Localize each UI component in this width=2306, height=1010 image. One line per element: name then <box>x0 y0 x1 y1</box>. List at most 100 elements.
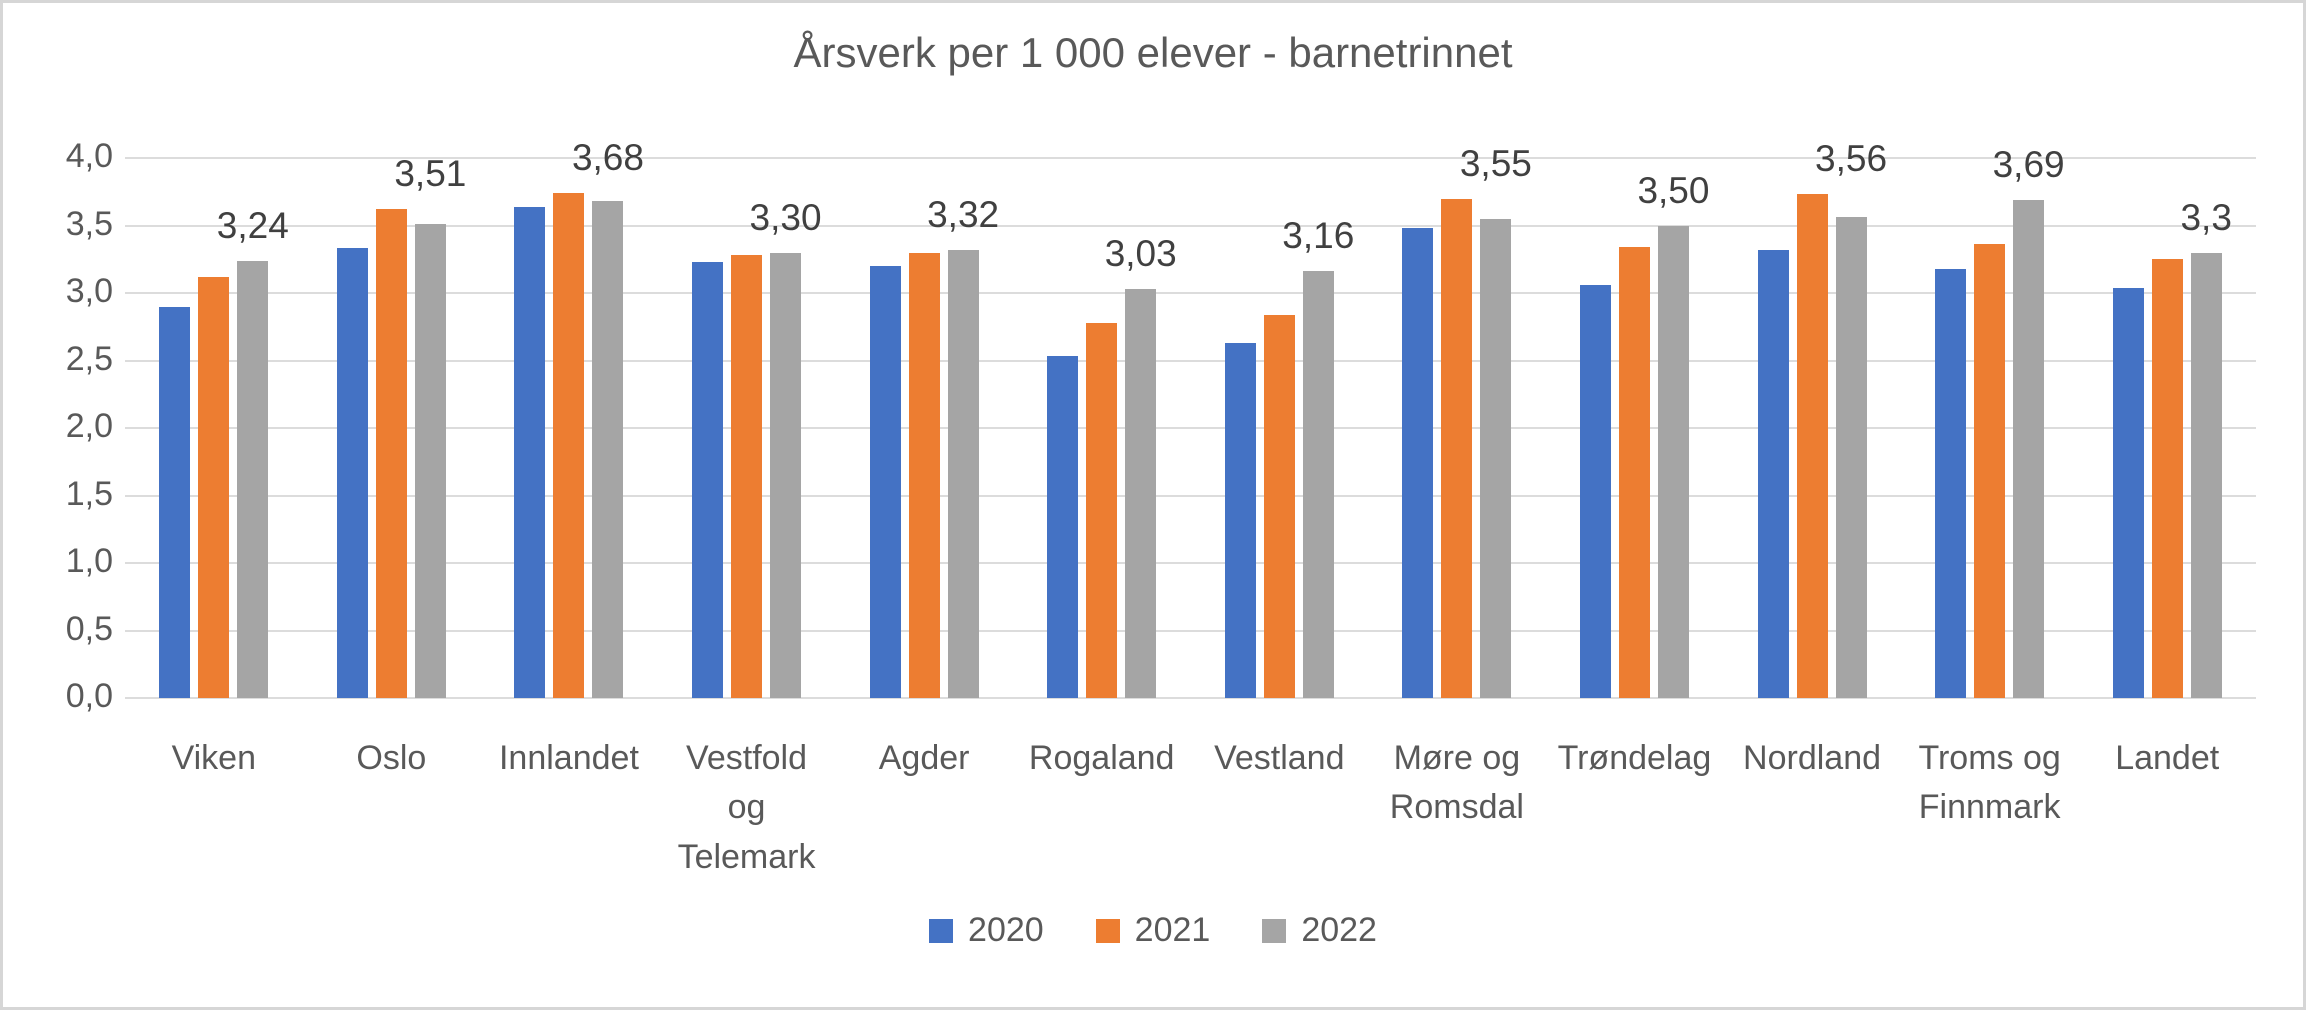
legend-item-2022: 2022 <box>1262 911 1377 950</box>
bar-2022-group9 <box>1657 225 1689 698</box>
bar-2020-group2 <box>336 248 368 698</box>
bar-2020-group11 <box>1935 268 1967 698</box>
bar-2020-group8 <box>1402 228 1434 698</box>
bar-2020-group3 <box>514 206 546 698</box>
x-axis-label-5: Agder <box>878 739 970 777</box>
gridline-1,5 <box>125 494 2256 497</box>
bar-2021-group3 <box>553 193 585 698</box>
data-label-2022-group9: 3,50 <box>1637 169 1710 211</box>
bar-2021-group6 <box>1086 322 1118 698</box>
data-label-2022-group7: 3,16 <box>1282 215 1355 257</box>
bar-2021-group10 <box>1796 194 1828 698</box>
y-axis-tick-1,0: 1,0 <box>65 542 113 580</box>
legend: 2020 2021 2022 <box>3 911 2303 950</box>
x-axis-label-11: Troms og Finnmark <box>1918 739 2061 827</box>
data-label-2022-group11: 3,69 <box>1992 143 2065 185</box>
legend-label-2022: 2022 <box>1301 911 1377 949</box>
x-axis-label-7: Vestland <box>1214 739 1345 777</box>
x-axis-label-8: Møre og Romsdal <box>1389 739 1524 827</box>
bar-2022-group5 <box>947 249 979 698</box>
chart-title: Årsverk per 1 000 elever - barnetrinnet <box>793 29 1513 76</box>
bar-group-5 <box>835 158 1013 698</box>
gridline-1,0 <box>125 562 2256 564</box>
bar-2022-group6 <box>1125 288 1157 698</box>
bar-2021-group8 <box>1441 198 1473 698</box>
x-axis-label-4: Vestfold og Telemark <box>677 739 816 876</box>
data-label-2022-group1: 3,24 <box>216 204 289 246</box>
bar-group-3 <box>480 158 658 698</box>
bar-2020-group5 <box>869 266 901 698</box>
x-axis-label-12: Landet <box>2115 739 2220 777</box>
bar-group-8 <box>1368 158 1546 698</box>
gridline-4,0 <box>125 157 2256 159</box>
x-axis-label-2: Oslo <box>356 739 427 777</box>
plot-area: 3,24 3,51 3,68 3,30 3,32 3,03 3,16 3,55 3,50 3,56… <box>125 137 2256 699</box>
y-axis-tick-2,5: 2,5 <box>65 339 113 378</box>
legend-label-2020: 2020 <box>968 911 1044 949</box>
legend-swatch-2021 <box>1095 918 1120 943</box>
data-label-2022-group2: 3,51 <box>394 153 467 195</box>
bar-group-6 <box>1013 158 1191 698</box>
bar-group-9 <box>1546 158 1724 698</box>
bar-2021-group5 <box>908 252 940 698</box>
bar-2022-group2 <box>414 224 446 698</box>
x-axis-label-1: Viken <box>171 739 256 777</box>
data-label-2022-group6: 3,03 <box>1104 232 1177 274</box>
bar-2020-group9 <box>1579 284 1611 698</box>
bar-group-2 <box>303 158 481 698</box>
data-label-2022-group8: 3,55 <box>1459 142 1532 184</box>
gridline-2,0 <box>125 427 2256 429</box>
bar-2021-group1 <box>198 276 230 698</box>
data-label-2022-group12: 3,3 <box>2180 196 2232 238</box>
gridline-0,0 <box>125 697 2256 699</box>
bar-group-11 <box>1901 158 2079 698</box>
bar-group-10 <box>1723 158 1901 698</box>
legend-swatch-2022 <box>1262 918 1287 943</box>
y-axis-tick-3,5: 3,5 <box>65 204 113 243</box>
bar-2022-group12 <box>2190 252 2222 698</box>
bar-2021-group2 <box>375 209 407 698</box>
gridline-2,5 <box>125 359 2256 362</box>
bar-2022-group10 <box>1835 217 1867 698</box>
data-label-2022-group4: 3,30 <box>749 196 822 238</box>
gridline-0,5 <box>125 629 2256 632</box>
bar-2022-group8 <box>1480 218 1512 698</box>
gridline-3,5 <box>125 224 2256 227</box>
bar-2022-group3 <box>592 201 624 698</box>
legend-item-2021: 2021 <box>1095 911 1211 950</box>
y-axis-tick-0,5: 0,5 <box>65 609 113 648</box>
x-axis-label-3: Innlandet <box>498 739 639 777</box>
bar-2021-group4 <box>731 255 763 698</box>
x-axis-label-6: Rogaland <box>1028 739 1175 777</box>
y-axis-tick-0,0: 0,0 <box>65 677 113 715</box>
x-axis-label-10: Nordland <box>1743 739 1882 777</box>
data-label-2022-group5: 3,32 <box>927 193 1000 235</box>
bar-2021-group7 <box>1263 314 1295 698</box>
legend-item-2020: 2020 <box>929 911 1044 950</box>
y-axis-tick-3,0: 3,0 <box>65 272 113 310</box>
y-axis-tick-2,0: 2,0 <box>65 407 113 445</box>
bar-2022-group7 <box>1302 271 1334 698</box>
bar-2020-group4 <box>692 261 724 698</box>
bar-2022-group11 <box>2013 199 2045 698</box>
y-axis-tick-4,0: 4,0 <box>65 137 113 175</box>
y-axis-tick-1,5: 1,5 <box>65 474 113 513</box>
bar-2021-group11 <box>1974 244 2006 698</box>
legend-swatch-2020 <box>929 918 954 943</box>
bar-2020-group12 <box>2112 287 2144 698</box>
data-label-2022-group10: 3,56 <box>1815 138 1888 180</box>
bar-group-12 <box>2078 158 2256 698</box>
bar-2020-group10 <box>1757 249 1789 698</box>
bar-2022-group1 <box>237 260 269 698</box>
bar-group-1 <box>125 158 303 698</box>
bar-2021-group12 <box>2151 259 2183 698</box>
bar-group-7 <box>1191 158 1369 698</box>
data-label-2022-group3: 3,68 <box>571 137 644 179</box>
legend-label-2021: 2021 <box>1134 911 1211 949</box>
gridline-3,0 <box>125 292 2256 294</box>
x-axis-label-9: Trøndelag <box>1557 739 1712 777</box>
bar-group-4 <box>658 158 836 698</box>
bar-2021-group9 <box>1618 247 1650 698</box>
bar-2020-group1 <box>159 306 191 698</box>
